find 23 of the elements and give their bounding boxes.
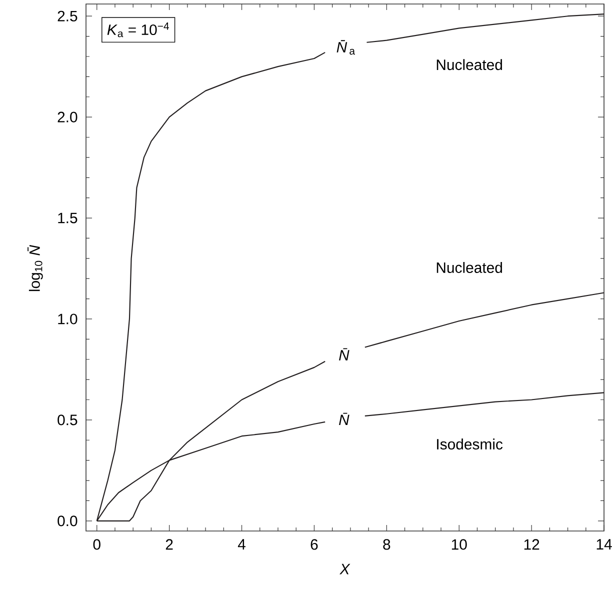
x-tick-label: 6 <box>310 539 318 550</box>
y-tick-label: 1.0 <box>58 314 78 324</box>
x-tick-label: 8 <box>383 539 390 550</box>
x-tick-label: 12 <box>524 539 540 550</box>
y-tick-label: 2.0 <box>58 112 78 122</box>
x-tick-label: 2 <box>166 539 173 550</box>
x-tick-label: 10 <box>452 539 467 550</box>
y-axis-title: log$_{10}$ N̄ <box>28 245 43 292</box>
y-tick-label: 1.5 <box>58 212 78 224</box>
annotation: Nucleated <box>436 262 502 273</box>
annotation: K$_{a}$ = 10$^{−4}$ <box>107 22 169 38</box>
series-label: N̄$_{a}$ <box>336 40 356 55</box>
x-axis-title: X <box>340 564 350 574</box>
series-label: N̄ <box>339 412 350 426</box>
series-label: N̄ <box>339 348 350 360</box>
x-tick-label: 4 <box>238 539 246 550</box>
annotation: Nucleated <box>436 59 502 70</box>
annotation: Isodesmic <box>437 438 503 450</box>
y-tick-label: 2.5 <box>58 10 78 22</box>
x-tick-label: 0 <box>93 539 100 550</box>
y-tick-label: 0.0 <box>58 516 78 526</box>
y-tick-label: 0.5 <box>58 414 78 426</box>
x-tick-label: 14 <box>596 539 612 550</box>
